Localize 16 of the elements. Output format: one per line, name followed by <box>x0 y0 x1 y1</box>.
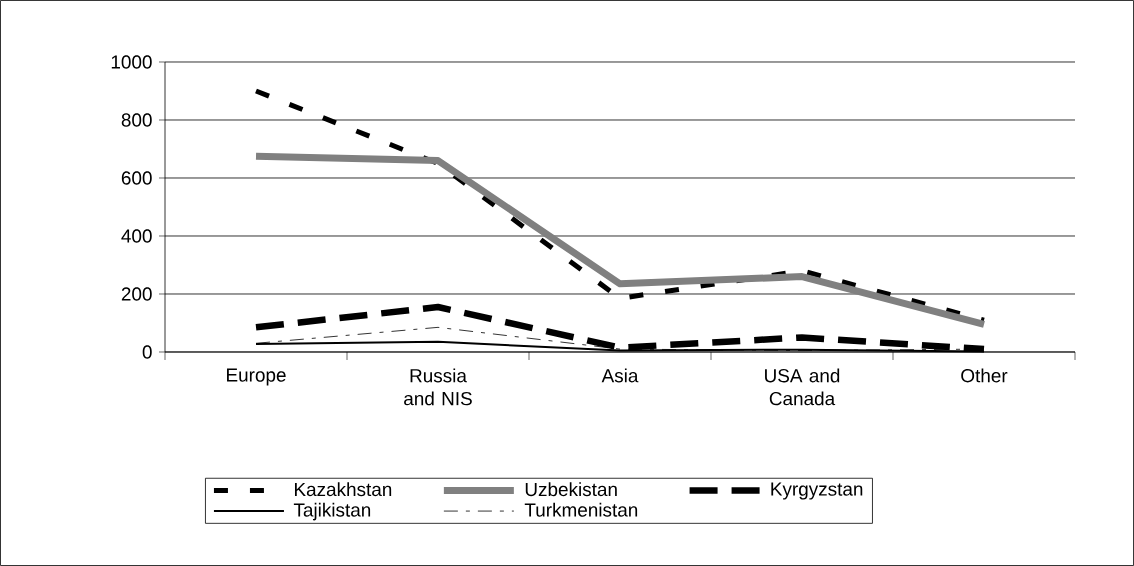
x-tick-label: Other <box>961 368 1008 383</box>
legend-label: Kyrgyzstan <box>771 482 863 500</box>
legend-label: Kazakhstan <box>294 482 392 497</box>
x-tick-label: Europe <box>227 368 286 386</box>
y-tick-label: 200 <box>121 287 152 301</box>
y-tick-label: 1000 <box>111 55 152 69</box>
legend-label: Tajikistan <box>293 502 371 521</box>
y-tick-label: 0 <box>142 345 152 359</box>
x-tick-label: USA and Canada <box>765 368 840 406</box>
y-tick-label: 800 <box>121 113 152 127</box>
y-tick-label: 600 <box>121 171 152 185</box>
x-tick-label: Asia <box>601 368 639 383</box>
y-tick-label: 400 <box>121 229 152 243</box>
legend-label: Turkmenistan <box>524 502 638 517</box>
legend-label: Uzbekistan <box>525 482 617 497</box>
x-tick-label: Russia and NIS <box>404 368 472 406</box>
